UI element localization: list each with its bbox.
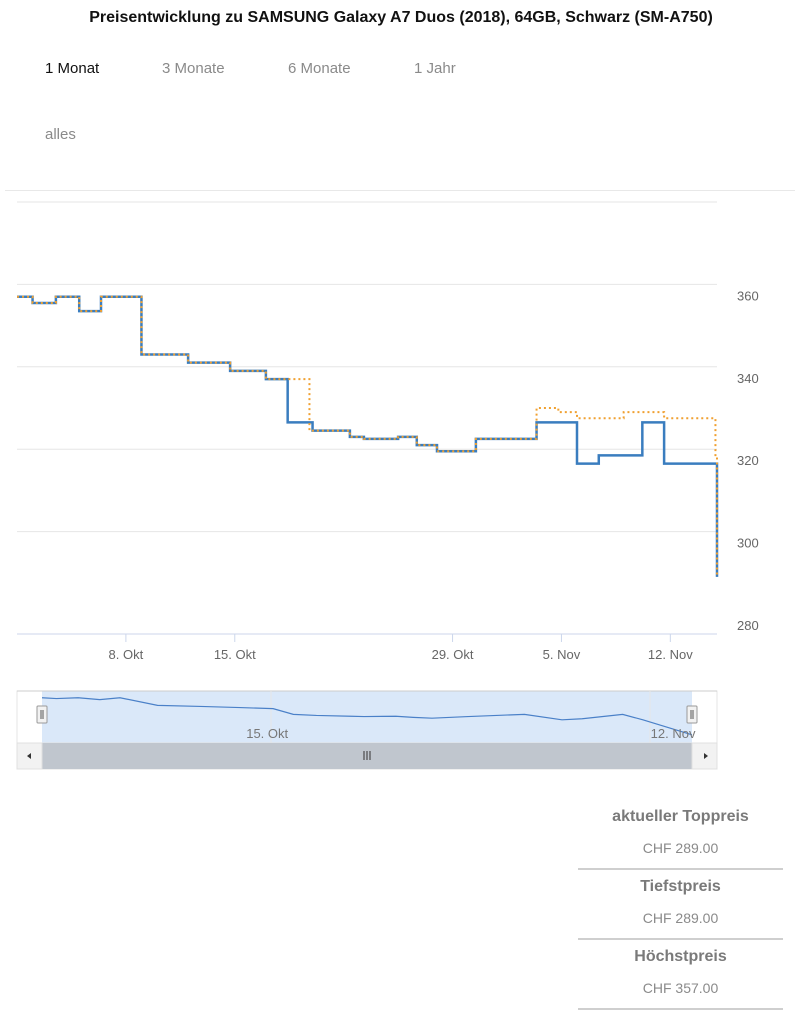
range-1-year[interactable]: 1 Jahr — [414, 60, 456, 77]
navigator-line — [41, 697, 693, 736]
arrow-right-icon — [704, 753, 708, 759]
series-line-1 — [17, 295, 718, 577]
navigator-labels: 15. Okt 12. Nov — [246, 726, 696, 741]
y-tick-label: 340 — [737, 371, 759, 386]
page-title: Preisentwicklung zu SAMSUNG Galaxy A7 Du… — [89, 9, 713, 26]
stat-value: CHF 289.00 — [642, 840, 719, 856]
stat-current-top: aktueller Toppreis CHF 289.00 — [578, 800, 783, 870]
series-group — [17, 295, 719, 577]
range-6-months[interactable]: 6 Monate — [288, 60, 351, 77]
y-tick-label: 280 — [737, 618, 759, 633]
x-tick-label: 5. Nov — [543, 647, 581, 662]
navigator-handle-left[interactable] — [36, 705, 48, 724]
y-tick-label: 320 — [737, 453, 759, 468]
x-tick-label: 15. Okt — [214, 647, 256, 662]
range-3-months[interactable]: 3 Monate — [162, 60, 225, 77]
stat-label: Tiefstpreis — [640, 878, 721, 895]
stat-value: CHF 289.00 — [642, 910, 719, 926]
navigator-handle-right[interactable] — [686, 705, 698, 724]
stat-label: aktueller Toppreis — [612, 808, 749, 825]
navigator-tick-label: 12. Nov — [651, 726, 696, 741]
scrollbar[interactable] — [16, 742, 718, 770]
range-selector: 1 Monat 3 Monate 6 Monate 1 Jahr alles — [0, 60, 802, 160]
y-axis-labels: 280 300 320 340 360 — [737, 288, 759, 633]
scrollbar-left-button[interactable] — [16, 742, 43, 770]
stat-label: Höchstpreis — [634, 948, 727, 965]
stat-highest: Höchstpreis CHF 357.00 — [578, 940, 783, 1010]
stat-lowest: Tiefstpreis CHF 289.00 — [578, 870, 783, 940]
divider — [5, 190, 795, 191]
x-axis-labels: 8. Okt 15. Okt 29. Okt 5. Nov 12. Nov — [109, 634, 693, 662]
range-all[interactable]: alles — [45, 126, 76, 143]
scrollbar-grip-icon — [363, 751, 371, 760]
x-tick-label: 12. Nov — [648, 647, 693, 662]
price-stats: aktueller Toppreis CHF 289.00 Tiefstprei… — [578, 800, 783, 1010]
price-chart: 280 300 320 340 360 8. Okt 15. Okt 29. Okt 5. N… — [16, 201, 759, 770]
chart-grid — [17, 201, 717, 533]
y-tick-label: 300 — [737, 536, 759, 551]
arrow-left-icon — [27, 753, 31, 759]
navigator[interactable]: 15. Okt 12. Nov — [16, 690, 718, 744]
range-1-month[interactable]: 1 Monat — [45, 60, 100, 77]
series-line-0 — [17, 295, 719, 577]
x-tick-label: 29. Okt — [432, 647, 474, 662]
y-tick-label: 360 — [737, 288, 759, 303]
navigator-tick-label: 15. Okt — [246, 726, 288, 741]
x-tick-label: 8. Okt — [109, 647, 144, 662]
stat-value: CHF 357.00 — [642, 980, 719, 996]
